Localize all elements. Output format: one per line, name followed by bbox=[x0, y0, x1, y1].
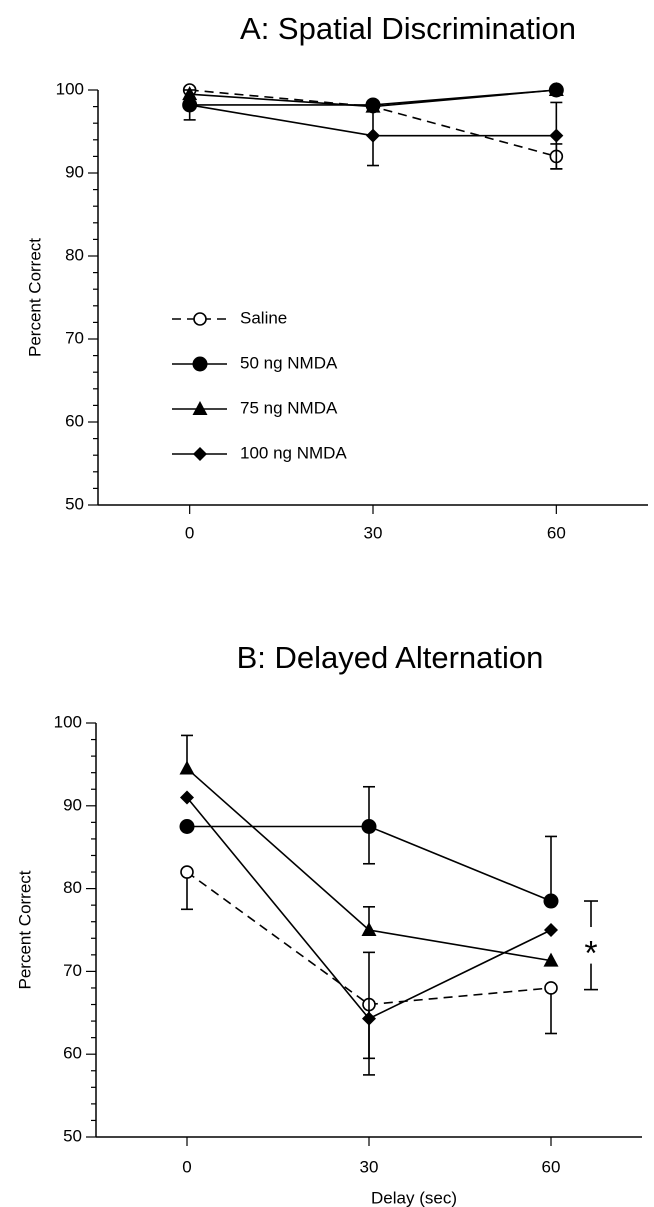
data-point bbox=[543, 893, 559, 909]
x-tick-label: 30 bbox=[364, 523, 383, 542]
legend: Saline 50 ng NMDA 75 ng NMDA 100 ng NMDA bbox=[172, 308, 347, 462]
y-axis-label: Percent Correct bbox=[15, 870, 34, 989]
legend-marker bbox=[192, 401, 208, 415]
legend-label: 100 ng NMDA bbox=[240, 443, 347, 462]
x-tick-label: 0 bbox=[182, 1157, 191, 1176]
x-axis-label: Delay (sec) bbox=[371, 1188, 457, 1207]
y-tick-label: 50 bbox=[63, 1126, 82, 1145]
legend-label: Saline bbox=[240, 308, 287, 327]
y-tick-label: 60 bbox=[65, 411, 84, 430]
legend-marker bbox=[192, 356, 208, 372]
y-tick-label: 60 bbox=[63, 1044, 82, 1063]
data-point bbox=[179, 760, 195, 775]
data-point bbox=[180, 790, 194, 805]
chart-panel-a: A: Spatial Discrimination 50 60 70 80 90 100 0 3… bbox=[25, 11, 648, 542]
y-tick-label: 70 bbox=[65, 328, 84, 347]
significance-annotation: * bbox=[584, 900, 598, 991]
y-tick-label: 50 bbox=[65, 494, 84, 513]
data-point bbox=[361, 819, 377, 834]
data-point bbox=[361, 922, 377, 936]
significance-star: * bbox=[584, 934, 597, 972]
data-point bbox=[366, 128, 380, 143]
legend-label: 50 ng NMDA bbox=[240, 353, 338, 372]
y-tick-label: 90 bbox=[63, 795, 82, 814]
x-tick-label: 60 bbox=[547, 523, 566, 542]
data-point bbox=[182, 97, 197, 112]
chart-panel-b: B: Delayed Alternation 50 60 70 80 90 100 0 30 60… bbox=[15, 640, 642, 1207]
series-50-ng-nmda bbox=[179, 785, 559, 909]
y-tick-label: 80 bbox=[65, 245, 84, 264]
x-tick-label: 60 bbox=[542, 1157, 561, 1176]
y-tick-label: 90 bbox=[65, 162, 84, 181]
legend-marker bbox=[193, 447, 207, 461]
y-axis-label: Percent Correct bbox=[25, 238, 44, 357]
series-100-ng-nmda bbox=[180, 790, 558, 1076]
y-tick-label: 80 bbox=[63, 878, 82, 897]
legend-label: 75 ng NMDA bbox=[240, 398, 338, 417]
data-point bbox=[362, 1011, 376, 1026]
y-tick-label: 70 bbox=[63, 961, 82, 980]
chart-title: A: Spatial Discrimination bbox=[240, 11, 576, 46]
data-point bbox=[549, 128, 564, 143]
legend-marker bbox=[193, 312, 207, 326]
data-point bbox=[179, 819, 195, 834]
data-point bbox=[544, 981, 558, 995]
series-75-ng-nmda bbox=[179, 734, 559, 967]
data-point bbox=[543, 952, 559, 967]
x-tick-label: 0 bbox=[185, 523, 194, 542]
data-point bbox=[548, 82, 564, 96]
y-tick-label: 100 bbox=[54, 712, 82, 731]
data-point bbox=[544, 923, 558, 937]
data-point bbox=[180, 865, 194, 879]
series-100-ng-nmda bbox=[182, 89, 564, 170]
chart-title: B: Delayed Alternation bbox=[237, 640, 544, 675]
x-tick-label: 30 bbox=[360, 1157, 379, 1176]
y-tick-label: 100 bbox=[56, 79, 84, 98]
